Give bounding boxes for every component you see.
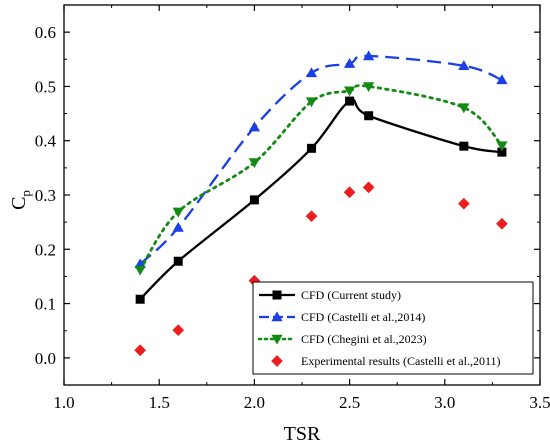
legend-label-1: CFD (Current study)	[301, 288, 401, 302]
series-4-point	[305, 210, 318, 223]
series-1-point	[459, 141, 469, 151]
y-axis-title-main: C	[8, 197, 30, 210]
y-tick-label: 0.6	[35, 23, 56, 42]
series-1-point	[173, 256, 183, 266]
series-1-point	[249, 195, 259, 205]
y-axis-title: Cp	[8, 190, 33, 210]
series-3-point	[496, 141, 508, 152]
series-3-point	[248, 158, 261, 169]
y-tick-label: 0.3	[35, 186, 56, 205]
series-4-point	[496, 217, 508, 230]
legend-label-2: CFD (Castelli et al.,2014)	[301, 310, 425, 324]
x-tick-label: 2.0	[244, 393, 265, 412]
series-4-point	[134, 344, 147, 357]
legend-label-3: CFD (Chegini et al.,2023)	[301, 332, 427, 346]
y-tick-label: 0.1	[35, 295, 56, 314]
x-tick-label: 3.0	[434, 393, 455, 412]
series-1-point	[364, 111, 374, 121]
series-1-point	[497, 147, 507, 157]
series-1-point	[135, 294, 145, 304]
x-tick-label: 1.0	[53, 393, 74, 412]
series-2-point	[458, 60, 470, 71]
y-tick-label: 0.0	[35, 349, 56, 368]
x-tick-label: 3.5	[529, 393, 550, 412]
series-2-point	[496, 74, 508, 85]
legend-marker-2	[271, 311, 283, 322]
x-tick-label: 1.5	[149, 393, 170, 412]
y-tick-label: 0.4	[35, 132, 57, 151]
y-axis-title-subscript: p	[18, 190, 33, 197]
series-4-point	[362, 181, 375, 194]
legend-marker-3	[271, 334, 283, 345]
series-2-line	[139, 54, 503, 265]
axes: 1.0 1.5 2.0 2.5 3.0 3.5 0.0 0.1 0.2 0.3 0.4 0.5 0.6	[35, 4, 550, 412]
series-2-point	[305, 67, 318, 78]
y-tick-label: 0.5	[35, 77, 56, 96]
series-3-line	[138, 84, 504, 272]
series-3-point	[305, 97, 318, 108]
y-tick-label: 0.2	[35, 240, 56, 259]
series-4-point	[343, 186, 356, 199]
series-4-point	[172, 324, 185, 337]
series-2-point	[248, 121, 261, 132]
legend: CFD (Current study) CFD (Castelli et al.,…	[252, 281, 534, 375]
x-tick-label: 2.5	[339, 393, 360, 412]
series-2-point	[363, 50, 375, 61]
series-4-point	[457, 197, 470, 210]
series-1-point	[345, 96, 355, 106]
series-2-point	[172, 221, 184, 232]
series-2-point	[343, 58, 356, 68]
legend-marker-4	[271, 355, 283, 367]
series-3-point	[458, 103, 470, 114]
plot-area	[134, 50, 508, 357]
legend-box	[252, 281, 534, 375]
series-3-point	[172, 207, 184, 218]
series-1-line	[139, 98, 503, 301]
series-3-point	[363, 82, 375, 93]
series-3-point	[134, 265, 146, 276]
legend-marker-1	[272, 290, 282, 300]
series-3-point	[343, 86, 356, 97]
series-1-point	[307, 143, 317, 153]
x-axis-title: TSR	[284, 423, 321, 445]
legend-label-4: Experimental results (Castelli et al.,20…	[301, 354, 501, 368]
